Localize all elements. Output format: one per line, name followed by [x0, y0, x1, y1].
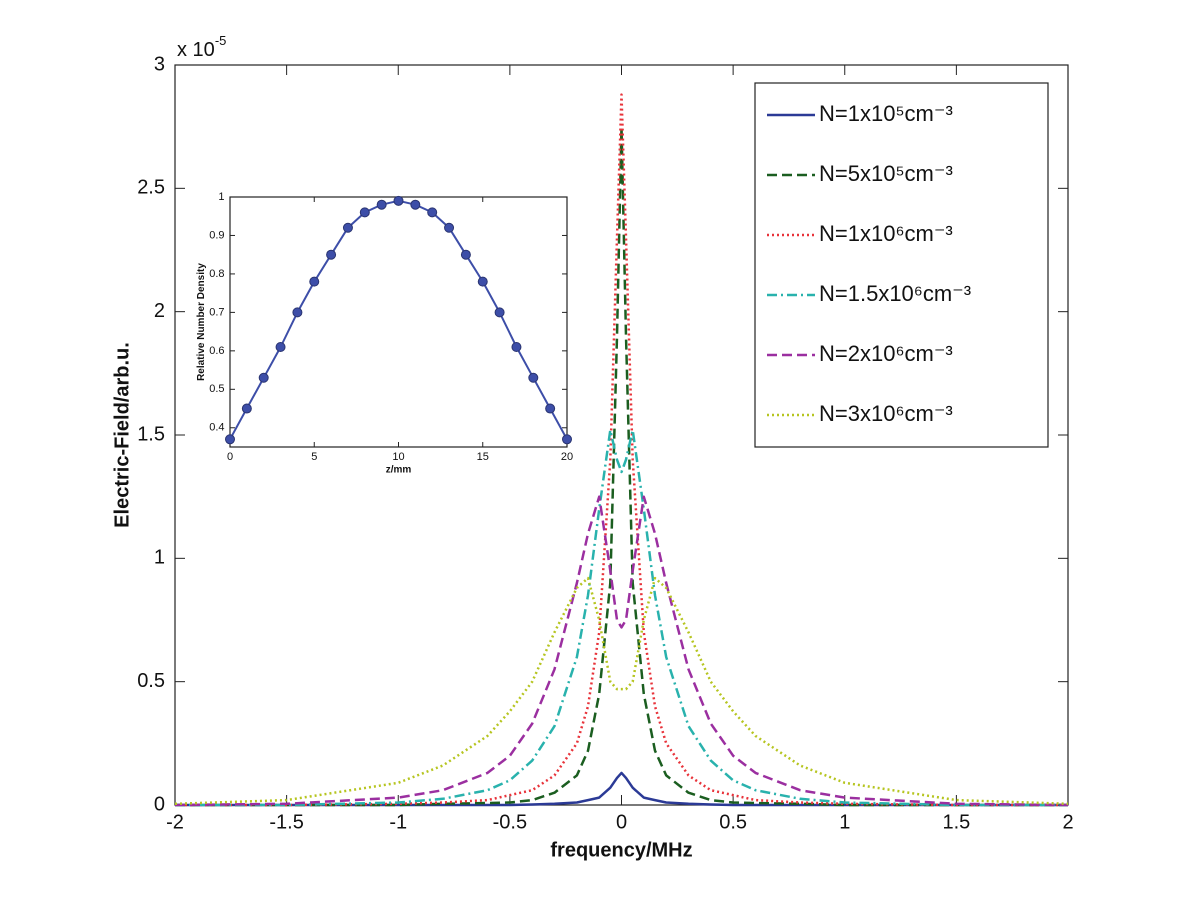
y-tick-label: 1.5	[137, 423, 165, 445]
y-tick-label: 0.6	[209, 345, 224, 357]
y-tick-label: 2.5	[137, 177, 165, 199]
x-tick-label: 0	[227, 451, 233, 463]
y-axis-label: Electric-Field/arb.u.	[111, 342, 133, 528]
data-point	[460, 249, 471, 260]
series-line	[175, 771, 1068, 807]
y-tick-label: 0.9	[209, 229, 224, 241]
y-tick-label: 2	[154, 300, 165, 322]
data-point	[427, 207, 438, 218]
y-tick-label: 0.7	[209, 306, 224, 318]
data-point	[309, 276, 320, 287]
data-point	[562, 434, 572, 445]
data-point	[342, 222, 353, 233]
y-tick-label: 0.8	[209, 268, 224, 280]
series-line	[175, 125, 1068, 807]
data-point	[241, 403, 252, 414]
legend-label: N=5x10⁵cm⁻³	[819, 161, 953, 186]
y-tick-label: 1	[154, 547, 165, 569]
x-tick-label: 15	[477, 451, 489, 463]
data-point	[359, 207, 370, 218]
multiplier-exponent: -5	[215, 33, 227, 48]
series-line	[175, 428, 1068, 807]
y-multiplier: x 10-5	[177, 33, 226, 61]
x-tick-label: 5	[311, 451, 317, 463]
series-line	[174, 495, 1069, 807]
data-point	[410, 199, 421, 210]
x-tick-label: 1	[839, 811, 850, 833]
legend-label: N=3x10⁶cm⁻³	[819, 401, 953, 426]
data-point	[528, 372, 539, 383]
series-line	[175, 93, 1068, 807]
multiplier-base: x 10	[177, 39, 215, 61]
y-tick-label: 1	[218, 191, 224, 203]
data-point	[376, 199, 387, 210]
legend-label: N=1.5x10⁶cm⁻³	[819, 281, 971, 306]
data-point	[258, 372, 269, 383]
x-tick-label: -1.5	[269, 811, 303, 833]
y-tick-label: 0.5	[137, 670, 165, 692]
data-point	[477, 276, 488, 287]
data-point	[275, 342, 286, 352]
legend-label: N=2x10⁶cm⁻³	[819, 341, 953, 366]
x-tick-label: 20	[561, 451, 573, 463]
legend-box	[754, 82, 1049, 448]
x-tick-label: 2	[1062, 811, 1073, 833]
series-line	[174, 576, 1069, 806]
x-tick-label: 1.5	[942, 811, 970, 833]
y-axis-label: Relative Number Density	[196, 263, 207, 381]
x-tick-label: 0	[616, 811, 627, 833]
data-point	[494, 307, 505, 318]
x-tick-label: -0.5	[493, 811, 527, 833]
y-tick-label: 0	[154, 793, 165, 815]
data-point	[545, 403, 556, 414]
x-tick-label: 0.5	[719, 811, 747, 833]
y-tick-label: 0.5	[209, 383, 224, 395]
y-tick-label: 3	[154, 53, 165, 75]
data-point	[393, 195, 404, 206]
x-tick-label: -1	[389, 811, 407, 833]
plot-area	[229, 196, 568, 448]
data-point	[225, 434, 235, 445]
data-point	[511, 342, 522, 352]
x-tick-label: 10	[392, 451, 404, 463]
legend-label: N=1x10⁵cm⁻³	[819, 101, 953, 126]
x-axis-label: z/mm	[386, 465, 412, 476]
x-axis-label: frequency/MHz	[550, 839, 692, 861]
data-point	[326, 249, 337, 260]
data-point	[444, 222, 455, 233]
data-point	[292, 307, 303, 318]
legend-label: N=1x10⁶cm⁻³	[819, 221, 953, 246]
x-tick-label: -2	[166, 811, 184, 833]
y-tick-label: 0.4	[209, 422, 224, 434]
